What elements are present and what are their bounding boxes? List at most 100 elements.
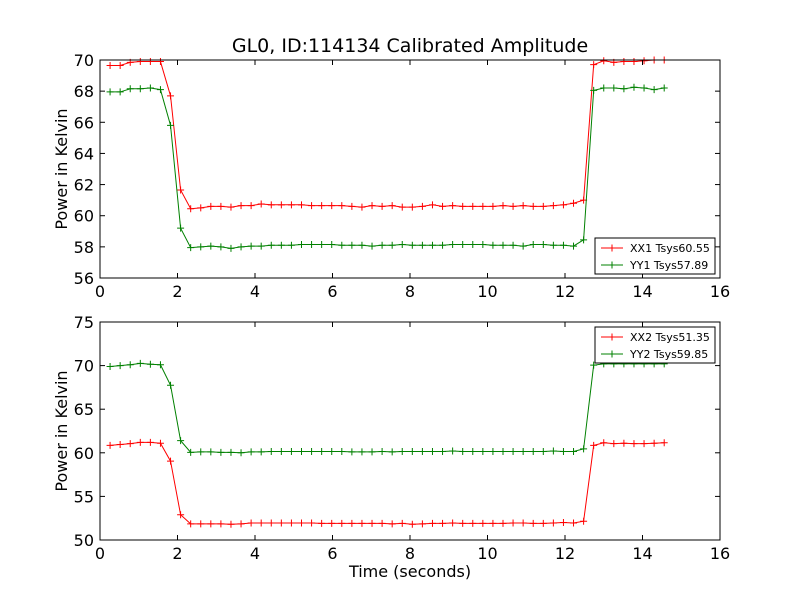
data-point <box>267 519 275 527</box>
y-tick-label: 60 <box>74 444 94 463</box>
x-tick-label: 12 <box>555 544 575 563</box>
data-point <box>509 519 517 527</box>
data-point <box>318 202 326 210</box>
data-point <box>479 241 487 249</box>
data-point <box>620 439 628 447</box>
data-point <box>106 88 114 96</box>
legend-entry: XX2 Tsys51.35 <box>630 331 710 344</box>
data-point <box>449 241 457 249</box>
legend-marker <box>608 333 616 341</box>
data-point <box>177 186 185 194</box>
y-tick-label: 55 <box>74 487 94 506</box>
data-point <box>620 58 628 66</box>
data-point <box>277 241 285 249</box>
x-tick-label: 2 <box>172 282 182 301</box>
data-point <box>358 519 366 527</box>
data-point <box>156 86 164 94</box>
data-point <box>167 121 175 129</box>
data-point <box>439 447 447 455</box>
data-point <box>449 202 457 210</box>
data-point <box>227 448 235 456</box>
series-line-2-1 <box>110 441 665 525</box>
x-tick-label: 12 <box>555 282 575 301</box>
data-point <box>378 519 386 527</box>
data-point <box>146 58 154 66</box>
data-point <box>267 201 275 209</box>
x-tick-label: 6 <box>327 282 337 301</box>
data-point <box>308 447 316 455</box>
data-point <box>630 440 638 448</box>
data-point <box>207 520 215 528</box>
data-point <box>237 202 245 210</box>
data-point <box>408 520 416 528</box>
data-point <box>479 519 487 527</box>
data-point <box>459 519 467 527</box>
data-point <box>358 241 366 249</box>
data-point <box>650 439 658 447</box>
data-point <box>156 439 164 447</box>
data-point <box>348 202 356 210</box>
data-point <box>418 241 426 249</box>
legend-marker <box>608 244 616 252</box>
data-point <box>368 519 376 527</box>
data-point <box>167 92 175 100</box>
data-point <box>126 85 134 93</box>
data-point <box>570 199 578 207</box>
data-point <box>398 447 406 455</box>
data-point <box>408 447 416 455</box>
data-point <box>640 57 648 65</box>
data-point <box>499 447 507 455</box>
data-point <box>187 520 195 528</box>
data-point <box>328 447 336 455</box>
data-point <box>469 519 477 527</box>
data-point <box>277 447 285 455</box>
legend-box <box>594 237 716 275</box>
data-point <box>469 447 477 455</box>
data-point <box>620 85 628 93</box>
data-point <box>318 447 326 455</box>
data-point <box>116 441 124 449</box>
data-point <box>660 439 668 447</box>
data-point <box>257 242 265 250</box>
data-point <box>499 241 507 249</box>
data-point <box>418 447 426 455</box>
data-point <box>469 202 477 210</box>
data-point <box>237 520 245 528</box>
y-tick-label: 66 <box>74 113 94 132</box>
data-point <box>529 202 537 210</box>
data-point <box>499 519 507 527</box>
data-point <box>328 202 336 210</box>
data-point <box>570 447 578 455</box>
x-tick-label: 4 <box>250 544 260 563</box>
legend-marker <box>608 261 616 269</box>
data-point <box>600 57 608 65</box>
data-point <box>348 448 356 456</box>
data-point <box>318 241 326 249</box>
y-tick-label: 70 <box>74 51 94 70</box>
data-point <box>156 361 164 369</box>
data-point <box>187 205 195 213</box>
data-point <box>398 519 406 527</box>
data-point <box>177 437 185 445</box>
data-point <box>358 448 366 456</box>
data-point <box>630 83 638 91</box>
data-point <box>177 224 185 232</box>
x-tick-label: 6 <box>327 544 337 563</box>
data-point <box>459 241 467 249</box>
data-point <box>408 203 416 211</box>
data-point <box>358 203 366 211</box>
data-point <box>197 204 205 212</box>
data-point <box>630 58 638 66</box>
data-point <box>459 447 467 455</box>
y-axis-label: Power in Kelvin <box>52 108 71 229</box>
data-point <box>539 519 547 527</box>
data-point <box>610 84 618 92</box>
x-tick-label: 0 <box>95 282 105 301</box>
data-point <box>227 203 235 211</box>
y-tick-label: 75 <box>74 313 94 332</box>
data-point <box>539 241 547 249</box>
data-point <box>126 440 134 448</box>
data-point <box>610 440 618 448</box>
data-point <box>418 520 426 528</box>
